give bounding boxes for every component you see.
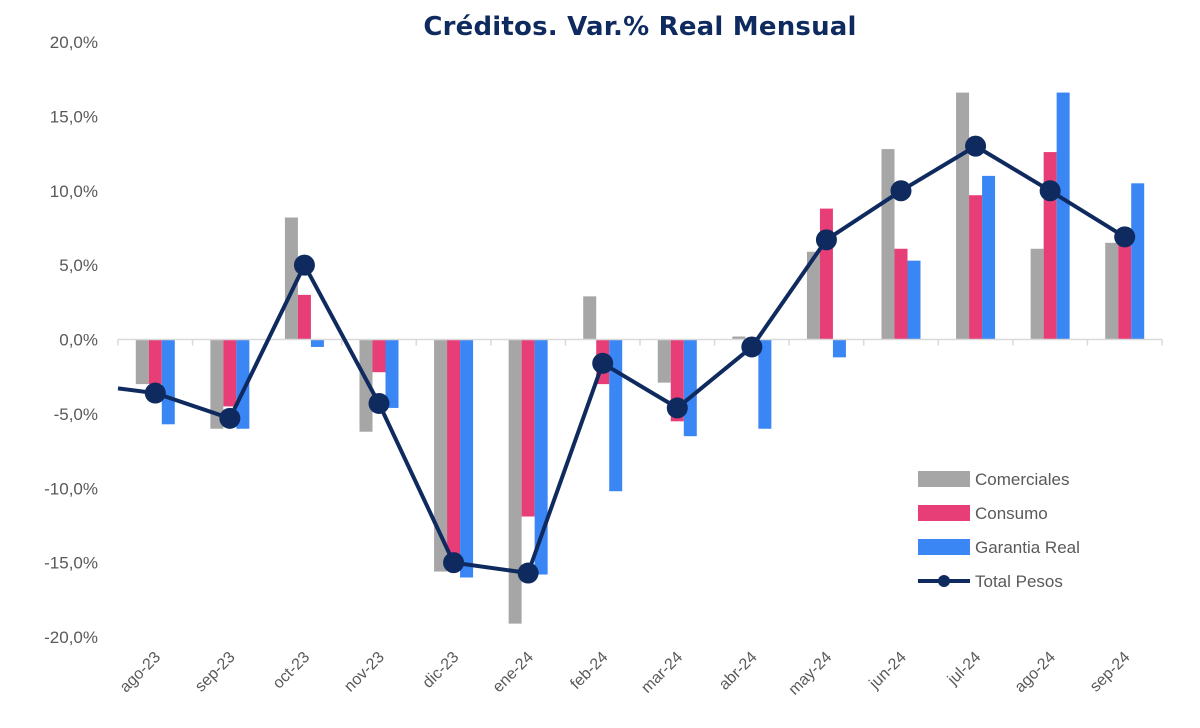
bar-garantia-real (1131, 183, 1145, 340)
legend-label: Garantia Real (975, 538, 1080, 557)
bar-consumo (372, 339, 386, 373)
bar-garantia-real (609, 339, 623, 492)
x-tick-label: nov-23 (341, 649, 388, 696)
total-pesos-point (890, 180, 912, 202)
bar-garantia-real (982, 175, 996, 340)
chart-title: Créditos. Var.% Real Mensual (423, 12, 857, 42)
total-pesos-point (144, 382, 166, 404)
bar-comerciales (1030, 248, 1044, 340)
x-tick-label: oct-23 (270, 649, 314, 693)
x-tick-label: feb-24 (567, 649, 611, 693)
bar-comerciales (881, 149, 895, 340)
legend-swatch (918, 539, 970, 555)
bar-garantia-real (1056, 92, 1070, 340)
bar-garantia-real (758, 339, 772, 429)
bar-garantia-real (534, 339, 548, 575)
bar-comerciales (434, 339, 448, 572)
bar-consumo (148, 339, 162, 385)
x-tick-label: ene-24 (490, 649, 537, 696)
total-pesos-point (368, 392, 390, 414)
bar-consumo (447, 339, 461, 563)
bar-garantia-real (236, 339, 250, 429)
bar-comerciales (657, 339, 671, 383)
x-tick-label: jul-24 (944, 649, 984, 689)
bar-consumo (894, 248, 908, 340)
total-pesos-point (443, 552, 465, 574)
bar-consumo (819, 208, 833, 340)
total-pesos-point (1114, 226, 1136, 248)
bar-garantia-real (460, 339, 474, 578)
y-tick-label: -5,0% (54, 405, 98, 424)
bar-comerciales (135, 339, 149, 385)
bar-comerciales (956, 92, 970, 340)
bar-comerciales (1105, 242, 1119, 340)
y-tick-label: 10,0% (50, 182, 98, 201)
total-pesos-point (293, 254, 315, 276)
y-tick-label: 15,0% (50, 107, 98, 126)
bar-comerciales (508, 339, 522, 624)
bar-consumo (223, 339, 237, 407)
legend-label: Consumo (975, 504, 1048, 523)
total-pesos-point (219, 407, 241, 429)
y-tick-label: -20,0% (44, 628, 98, 647)
legend-swatch (918, 505, 970, 521)
total-line (117, 135, 1136, 584)
y-axis-ticks: 20,0% 15,0% 10,0% 5,0% 0,0% -5,0% -10,0% -15,0%… (44, 33, 98, 647)
total-pesos-point (592, 352, 614, 374)
zero-axis (117, 338, 1163, 346)
bar-consumo (521, 339, 535, 517)
bar-garantia-real (832, 339, 846, 358)
x-tick-label: ago-24 (1012, 649, 1059, 696)
total-pesos-point (815, 229, 837, 251)
y-tick-label: -15,0% (44, 554, 98, 573)
bar-consumo (1043, 152, 1057, 340)
bar-garantia-real (310, 339, 324, 347)
x-tick-label: dic-23 (420, 649, 463, 692)
x-tick-label: may-24 (786, 649, 836, 699)
x-tick-label: abr-24 (716, 649, 761, 694)
legend: Comerciales Consumo Garantia Real Total Pes… (918, 470, 1080, 591)
bar-comerciales (806, 251, 820, 340)
total-pesos-point (1039, 180, 1061, 202)
bar-garantia-real (161, 339, 175, 425)
y-tick-label: 20,0% (50, 33, 98, 52)
y-tick-label: 0,0% (59, 331, 98, 350)
bar-comerciales (284, 217, 298, 340)
bar-consumo (1118, 242, 1132, 340)
bar-consumo (969, 195, 983, 340)
x-tick-label: ago-23 (117, 649, 164, 696)
legend-swatch (918, 471, 970, 487)
bar-comerciales (732, 336, 746, 340)
x-axis-ticks: ago-23 sep-23 oct-23 nov-23 dic-23 ene-24 feb-… (117, 649, 1134, 699)
total-pesos-point (666, 397, 688, 419)
x-tick-label: sep-24 (1087, 649, 1134, 696)
bar-garantia-real (683, 339, 697, 437)
bar-garantia-real (907, 260, 921, 340)
bar-consumo (297, 294, 311, 340)
legend-label: Comerciales (975, 470, 1069, 489)
x-tick-label: mar-24 (638, 649, 686, 697)
total-pesos-point (741, 336, 763, 358)
legend-marker (938, 575, 950, 587)
legend-label: Total Pesos (975, 572, 1063, 591)
total-pesos-point (965, 135, 987, 157)
bar-comerciales (583, 296, 597, 340)
bar-garantia-real (385, 339, 399, 408)
x-tick-label: sep-23 (192, 649, 239, 696)
y-tick-label: 5,0% (59, 256, 98, 275)
total-pesos-point (517, 562, 539, 584)
bar-comerciales (359, 339, 373, 432)
y-tick-label: -10,0% (44, 479, 98, 498)
bar-comerciales (210, 339, 224, 429)
x-tick-label: jun-24 (866, 649, 910, 693)
